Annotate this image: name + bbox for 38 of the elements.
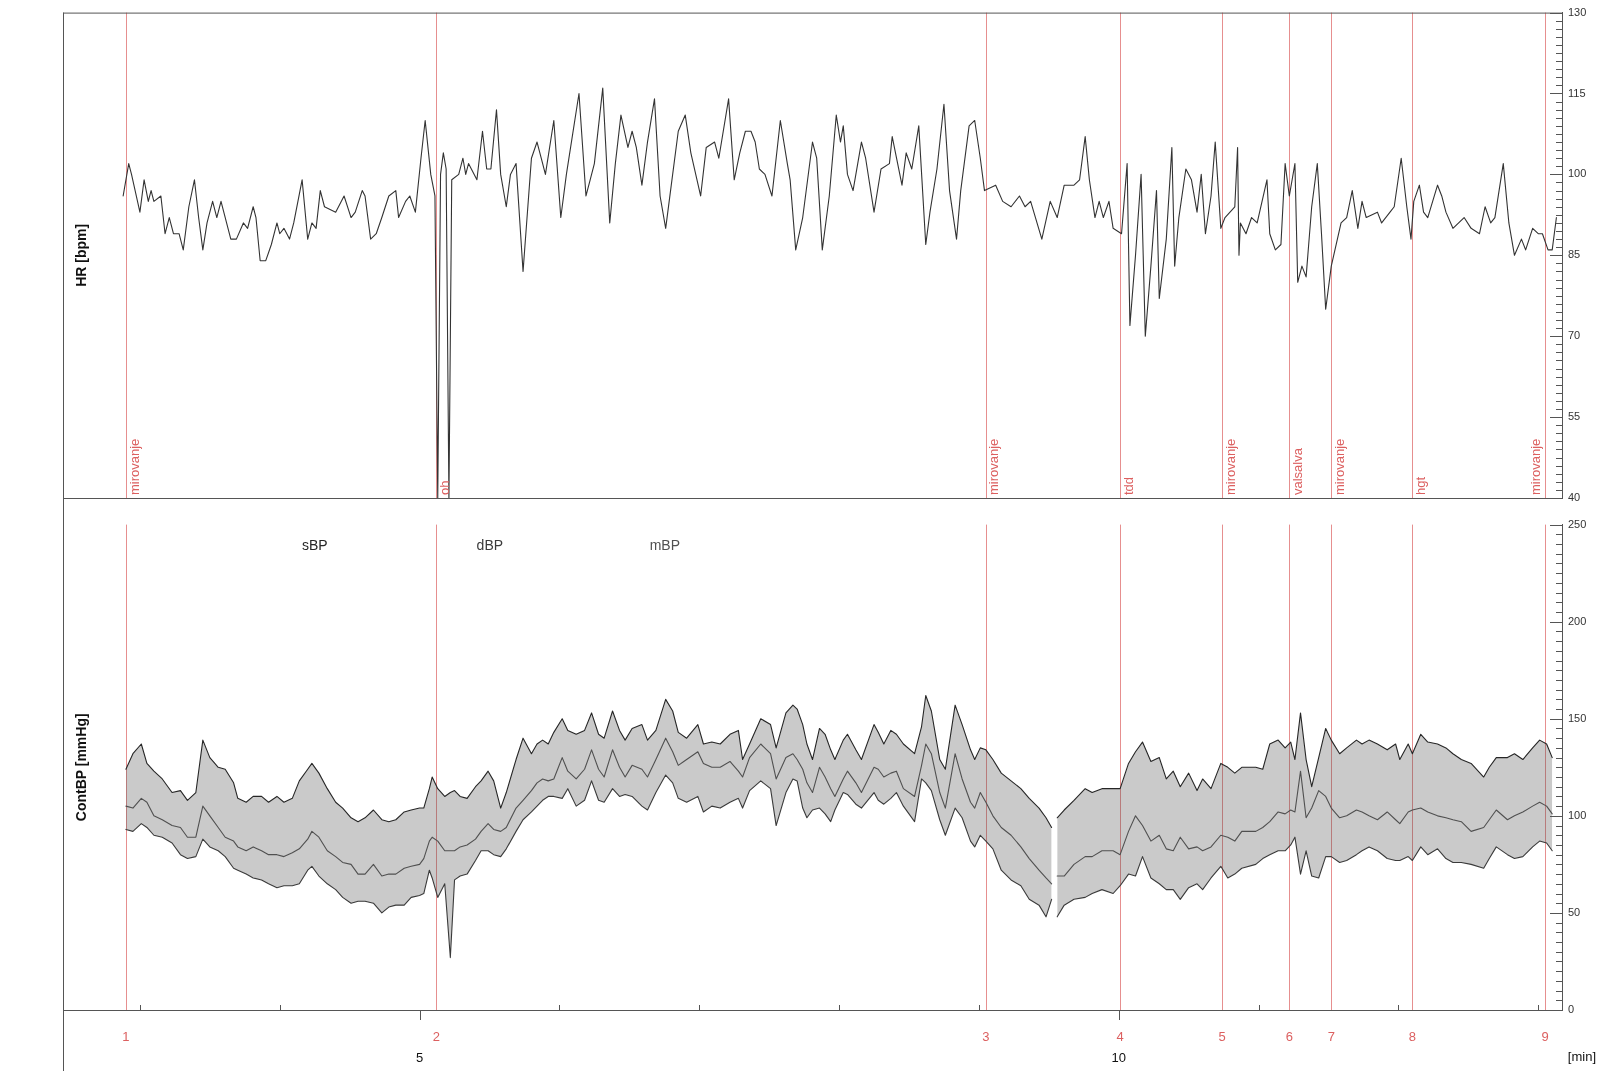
y-tick-label: 0 xyxy=(1568,1003,1575,1016)
y-tick-label: 250 xyxy=(1568,517,1587,530)
ref-line-label: mirovanje xyxy=(1222,438,1238,495)
text: 2 xyxy=(432,1028,440,1044)
text: 4 xyxy=(1116,1028,1124,1044)
ref-line-label: hgt xyxy=(1412,476,1428,495)
y-axis-title: HR [bpm] xyxy=(72,223,89,287)
x-tick-label: 10 xyxy=(1111,1050,1126,1066)
text: dBP xyxy=(476,537,504,554)
ref-line-label: oh xyxy=(436,480,452,495)
y-axis-title: ContBP [mmHg] xyxy=(72,713,89,822)
ref-line-label: tdd xyxy=(1120,476,1136,495)
text: 7 xyxy=(1327,1028,1335,1044)
y-tick-label: 130 xyxy=(1568,5,1587,18)
ref-line-label: valsalva xyxy=(1289,447,1305,495)
ref-line-label: mirovanje xyxy=(126,438,142,495)
y-tick-label: 200 xyxy=(1568,614,1587,627)
y-tick-label: 85 xyxy=(1568,248,1581,261)
y-tick-label: 70 xyxy=(1568,329,1581,342)
ref-line-label: mirovanje xyxy=(1527,438,1543,495)
text: 9 xyxy=(1541,1028,1549,1044)
y-tick-label: 100 xyxy=(1568,167,1587,180)
ref-line-label: mirovanje xyxy=(986,438,1002,495)
y-tick-label: 50 xyxy=(1568,905,1581,918)
y-tick-label: 100 xyxy=(1568,808,1587,821)
text: 1 xyxy=(122,1028,130,1044)
text: 6 xyxy=(1285,1028,1293,1044)
x-axis-title: [min] xyxy=(1567,1048,1596,1064)
text: mBP xyxy=(649,537,680,554)
y-tick-label: 150 xyxy=(1568,711,1587,724)
text: 3 xyxy=(982,1028,990,1044)
ref-line-label: mirovanje xyxy=(1331,438,1347,495)
y-tick-label: 115 xyxy=(1568,86,1586,99)
text: 5 xyxy=(1218,1028,1226,1044)
y-tick-label: 40 xyxy=(1568,491,1581,504)
y-tick-label: 55 xyxy=(1568,410,1581,423)
text: 8 xyxy=(1408,1028,1416,1044)
text: sBP xyxy=(301,537,328,554)
